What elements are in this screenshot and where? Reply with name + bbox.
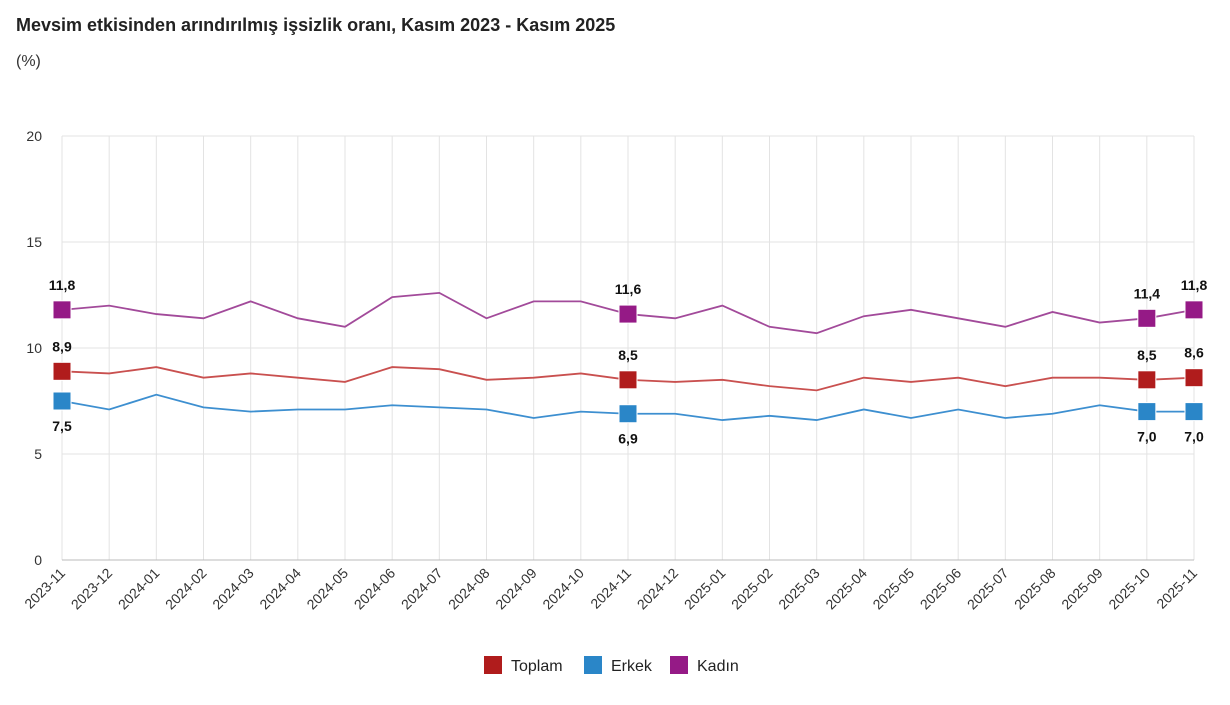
data-point-marker[interactable] — [1184, 368, 1204, 388]
legend-swatch — [584, 656, 602, 674]
data-label: 11,8 — [1181, 277, 1208, 293]
series-kadın: 11,8 11,6 11,4 11,8 — [49, 277, 1208, 335]
x-tick-label: 2024-04 — [256, 565, 304, 613]
y-tick-label: 5 — [34, 446, 42, 462]
data-label: 11,6 — [615, 281, 642, 297]
x-tick-label: 2024-08 — [445, 565, 493, 613]
x-tick-label: 2024-09 — [492, 565, 540, 613]
legend-swatch — [670, 656, 688, 674]
x-tick-label: 2025-11 — [1153, 565, 1200, 612]
data-label: 8,6 — [1184, 345, 1204, 361]
data-point-marker[interactable] — [52, 300, 72, 320]
data-label: 7,0 — [1137, 429, 1157, 445]
legend-swatch — [484, 656, 502, 674]
data-point-marker[interactable] — [1137, 308, 1157, 328]
x-tick-label: 2024-06 — [351, 565, 399, 613]
y-tick-label: 20 — [26, 128, 42, 144]
series-erkek: 7,5 6,9 7,0 7,0 — [52, 391, 1204, 447]
x-tick-label: 2024-03 — [209, 565, 257, 613]
x-tick-label: 2024-11 — [587, 565, 634, 612]
x-tick-label: 2023-12 — [68, 565, 116, 613]
data-label: 11,8 — [49, 277, 76, 293]
data-point-marker[interactable] — [1137, 402, 1157, 422]
legend-label: Kadın — [697, 658, 739, 675]
x-tick-label: 2025-01 — [681, 565, 729, 613]
data-point-marker[interactable] — [618, 304, 638, 324]
x-tick-label: 2025-02 — [728, 565, 776, 613]
x-tick-label: 2025-05 — [869, 565, 917, 613]
data-label: 7,0 — [1184, 429, 1204, 445]
data-point-marker[interactable] — [1184, 402, 1204, 422]
x-tick-label: 2025-03 — [775, 565, 823, 613]
legend-label: Toplam — [511, 658, 563, 675]
y-tick-label: 0 — [34, 552, 42, 568]
data-point-marker[interactable] — [618, 370, 638, 390]
data-label: 11,4 — [1134, 285, 1161, 301]
data-label: 6,9 — [618, 431, 638, 447]
x-tick-label: 2025-04 — [822, 565, 870, 613]
legend-item-erkek[interactable]: Erkek — [584, 656, 653, 675]
x-tick-label: 2025-06 — [917, 565, 965, 613]
data-label: 8,5 — [1137, 347, 1157, 363]
chart-subtitle: (%) — [16, 53, 41, 70]
x-tick-label: 2024-01 — [115, 565, 163, 613]
data-point-marker[interactable] — [52, 391, 72, 411]
x-tick-label: 2024-05 — [303, 565, 351, 613]
x-tick-label: 2024-12 — [634, 565, 682, 613]
y-tick-label: 15 — [26, 234, 42, 250]
x-tick-label: 2025-08 — [1011, 565, 1059, 613]
x-tick-label: 2024-02 — [162, 565, 210, 613]
data-point-marker[interactable] — [618, 404, 638, 424]
data-point-marker[interactable] — [1184, 300, 1204, 320]
data-point-marker[interactable] — [52, 361, 72, 381]
chart-title: Mevsim etkisinden arındırılmış işsizlik … — [16, 15, 615, 35]
series-toplam: 8,9 8,5 8,5 8,6 — [52, 338, 1204, 392]
legend-label: Erkek — [611, 658, 653, 675]
data-label: 7,5 — [52, 418, 72, 434]
legend-item-toplam[interactable]: Toplam — [484, 656, 563, 675]
x-tick-label: 2025-07 — [964, 565, 1012, 613]
x-tick-label: 2025-10 — [1105, 565, 1153, 613]
x-tick-label: 2024-10 — [539, 565, 587, 613]
data-label: 8,5 — [618, 347, 638, 363]
data-label: 8,9 — [52, 338, 72, 354]
x-tick-label: 2024-07 — [398, 565, 446, 613]
legend-item-kadın[interactable]: Kadın — [670, 656, 739, 675]
data-point-marker[interactable] — [1137, 370, 1157, 390]
x-tick-label: 2023-11 — [21, 565, 68, 612]
x-tick-label: 2025-09 — [1058, 565, 1106, 613]
y-tick-label: 10 — [26, 340, 42, 356]
